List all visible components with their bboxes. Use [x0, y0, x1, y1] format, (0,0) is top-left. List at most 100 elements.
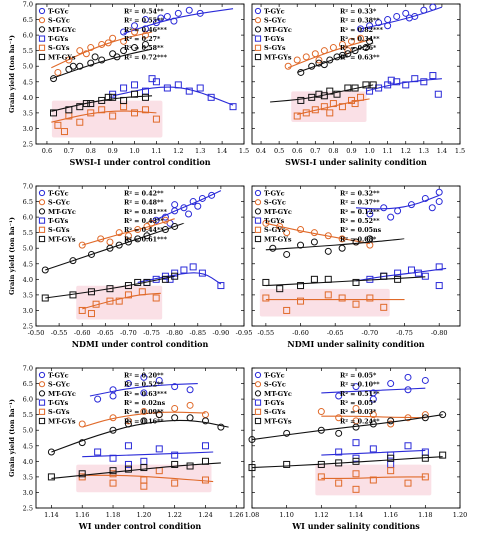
data-point — [194, 202, 202, 210]
data-point — [87, 59, 95, 67]
data-point — [115, 229, 123, 237]
data-point — [380, 272, 388, 280]
data-point — [50, 109, 58, 117]
data-point — [404, 442, 412, 450]
data-point — [435, 282, 443, 290]
series-t-gyc — [357, 3, 443, 33]
x-axis-label: NDMI under control condition — [72, 339, 209, 349]
x-tick-label: 0.7 — [64, 147, 74, 155]
legend-r2: R² = 0.33* — [340, 8, 377, 15]
x-tick-label: 1.14 — [349, 511, 363, 519]
legend-label: T-GYs — [264, 35, 285, 43]
legend-label: MT-GYc — [48, 390, 76, 398]
legend-label: MT-GYs — [48, 53, 76, 61]
legend-marker — [38, 226, 46, 233]
data-point — [185, 210, 193, 218]
series-mt-gys — [262, 272, 426, 293]
x-tick-label: 1.12 — [314, 511, 328, 519]
series-s-gys — [78, 467, 214, 490]
x-tick-label: -0.70 — [120, 329, 137, 337]
legend-marker — [38, 189, 46, 197]
legend-r2: R² = 0.63*** — [124, 391, 168, 398]
data-point — [171, 201, 179, 209]
y-tick-label: 7.0 — [23, 365, 33, 373]
data-point — [414, 269, 422, 277]
data-point — [124, 420, 132, 428]
legend-r2: R² = 0.08* — [340, 236, 377, 243]
data-point — [369, 476, 377, 484]
data-point — [201, 476, 209, 484]
legend-label: S-GYs — [264, 44, 286, 52]
data-point — [124, 238, 132, 246]
trend-line — [297, 98, 370, 115]
data-point — [97, 235, 105, 243]
series-t-gys — [365, 72, 442, 98]
data-point — [326, 109, 334, 117]
trend-line — [321, 476, 426, 479]
data-point — [161, 275, 169, 283]
data-point — [387, 454, 395, 462]
data-point — [87, 100, 95, 108]
data-point — [352, 300, 360, 308]
panel-wi-control: 2.5 3.0 3.5 4.0 4.5 5.0 5.5 6.0 6.5 7.0 1.14 1.16 1.… — [8, 365, 245, 531]
data-point — [404, 386, 412, 394]
data-point — [161, 216, 169, 224]
y-tick-label: 2.5 — [23, 323, 33, 331]
data-point — [141, 16, 149, 24]
trend-line — [360, 6, 443, 30]
data-point — [369, 445, 377, 453]
x-tick-label: -0.80 — [431, 329, 448, 337]
data-point — [141, 106, 149, 114]
data-point — [94, 395, 102, 403]
data-point — [352, 238, 360, 246]
data-point — [163, 12, 171, 20]
data-point — [302, 109, 310, 117]
trend-line — [82, 411, 206, 428]
data-point — [283, 229, 291, 237]
legend-marker — [254, 26, 262, 33]
legend-label: MT-GYc — [264, 26, 292, 34]
x-tick-label: -0.60 — [74, 329, 91, 337]
data-point — [87, 250, 95, 258]
y-tick-label: 5.5 — [23, 411, 33, 419]
data-point — [78, 470, 86, 478]
data-point — [387, 380, 395, 388]
data-point — [320, 47, 328, 55]
data-point — [148, 219, 156, 227]
data-point — [60, 128, 68, 136]
data-point — [384, 16, 392, 24]
series-s-gyc — [51, 28, 153, 76]
data-point — [393, 12, 401, 20]
legend-r2: R² = 0.72*** — [124, 54, 168, 61]
data-point — [320, 103, 328, 111]
data-point — [76, 118, 84, 126]
y-tick-label: 4.5 — [23, 78, 33, 86]
data-point — [352, 404, 360, 412]
x-tick-label: 0.8 — [328, 147, 338, 155]
data-point — [335, 414, 343, 422]
data-point — [131, 81, 139, 89]
data-point — [320, 61, 328, 69]
x-tick-label: -0.75 — [143, 329, 160, 337]
data-point — [140, 457, 148, 465]
data-point — [429, 72, 437, 80]
x-tick-label: -0.85 — [189, 329, 206, 337]
y-tick-label: 5.5 — [23, 229, 33, 237]
data-point — [310, 238, 318, 246]
data-point — [421, 473, 429, 481]
y-tick-label: 3.0 — [23, 489, 33, 497]
data-point — [421, 414, 429, 422]
x-tick-label: 0.7 — [310, 147, 320, 155]
panel-swsi-salinity: 0.4 0.5 0.6 0.7 0.8 0.9 1.0 1.1 1.2 1.3 1.4 1.5 SWSI… — [251, 3, 465, 167]
legend-label: S-GYc — [48, 381, 70, 389]
data-point — [297, 241, 305, 249]
legend-r2: R² = 0.48** — [124, 200, 164, 207]
data-point — [284, 62, 292, 70]
data-point — [352, 470, 360, 478]
legend-marker — [254, 7, 262, 15]
x-tick-label: 1.20 — [453, 511, 467, 519]
data-point — [393, 78, 401, 86]
data-point — [109, 50, 117, 58]
data-point — [435, 188, 443, 196]
data-point — [387, 420, 395, 428]
